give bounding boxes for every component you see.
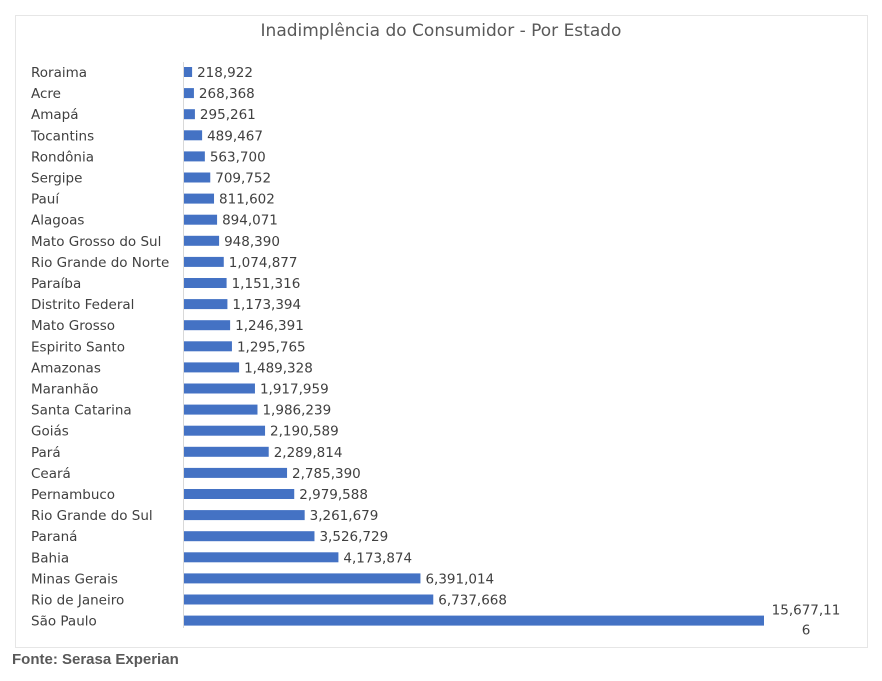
bar <box>184 425 266 436</box>
category-label: Rio Grande do Sul <box>31 508 153 524</box>
value-label: 1,489,328 <box>244 360 313 376</box>
bar <box>184 362 240 373</box>
bar <box>184 404 258 415</box>
value-label: 6,391,014 <box>425 571 494 587</box>
bar <box>184 172 211 183</box>
value-labels: 218,922 268,368 295,261 489,467 563,700 709,7… <box>197 65 840 639</box>
category-label: Rondônia <box>31 149 94 165</box>
value-label: 489,467 <box>207 128 263 144</box>
value-label: 709,752 <box>215 171 271 187</box>
category-label: Minas Gerais <box>31 571 118 587</box>
value-label: 6,737,668 <box>438 593 507 609</box>
category-label: Roraima <box>31 65 87 81</box>
value-label: 1,151,316 <box>232 276 301 292</box>
chart-frame <box>15 15 868 648</box>
value-label: 1,246,391 <box>235 318 304 334</box>
category-label: Maranhão <box>31 382 98 398</box>
value-label: 811,602 <box>219 192 275 208</box>
bar <box>184 594 434 605</box>
bar <box>184 151 205 162</box>
category-label: Mato Grosso do Sul <box>31 234 161 250</box>
bar <box>184 446 269 457</box>
bar <box>184 510 305 521</box>
bar <box>184 109 195 120</box>
category-labels: Roraima Acre Amapá Tocantins Rondônia Sergipe… <box>30 65 169 630</box>
category-label: Santa Catarina <box>31 403 132 419</box>
category-label: Espirito Santo <box>31 339 125 355</box>
value-label: 1,986,239 <box>262 403 331 419</box>
bar <box>184 489 295 499</box>
value-label: 2,289,814 <box>274 445 343 461</box>
bar <box>184 615 764 626</box>
bar-chart: Inadimplência do Consumidor - Por Estado… <box>30 21 840 639</box>
category-label: Distrito Federal <box>31 297 134 313</box>
category-label: Amazonas <box>31 360 101 376</box>
category-label: Paraíba <box>31 276 81 292</box>
value-label: 15,677,11 6 <box>772 603 841 639</box>
bar <box>184 320 231 331</box>
category-label: Rio de Janeiro <box>31 593 124 609</box>
bar <box>184 341 232 352</box>
category-label: Pauí <box>31 192 60 208</box>
value-label: 268,368 <box>199 86 255 102</box>
category-label: Bahia <box>31 550 69 566</box>
bar <box>184 235 220 246</box>
bar <box>184 88 194 99</box>
chart-title: Inadimplência do Consumidor - Por Estado <box>261 21 622 41</box>
bar <box>184 383 255 394</box>
bar <box>184 256 224 267</box>
bar <box>184 467 288 478</box>
category-label: Amapá <box>31 107 79 123</box>
source-note: Fonte: Serasa Experian <box>12 651 179 668</box>
value-label: 295,261 <box>200 107 256 123</box>
bar <box>184 573 421 584</box>
value-label: 1,917,959 <box>260 382 329 398</box>
bar <box>184 193 215 204</box>
bar <box>184 531 315 542</box>
category-label: Ceará <box>31 466 71 482</box>
value-label: 948,390 <box>224 234 280 250</box>
value-label: 2,979,588 <box>299 487 368 503</box>
value-label: 3,526,729 <box>319 529 388 545</box>
category-label: Acre <box>31 86 61 102</box>
category-label: Paraná <box>31 529 77 545</box>
category-label: Pará <box>31 445 61 461</box>
value-label: 3,261,679 <box>310 508 379 524</box>
value-label: 2,785,390 <box>292 466 361 482</box>
category-label: Pernambuco <box>31 487 115 503</box>
bar <box>184 278 227 288</box>
value-label: 894,071 <box>222 213 278 229</box>
category-label: Goiás <box>31 424 69 440</box>
category-label: São Paulo <box>31 614 97 630</box>
category-label: Sergipe <box>31 171 82 187</box>
bar <box>184 130 203 141</box>
value-label: 1,074,877 <box>229 255 298 271</box>
bar <box>184 67 193 77</box>
value-label: 563,700 <box>210 149 266 165</box>
category-label: Mato Grosso <box>31 318 115 334</box>
category-label: Rio Grande do Norte <box>31 255 169 271</box>
value-label: 4,173,874 <box>343 550 412 566</box>
value-label: 1,295,765 <box>237 339 306 355</box>
value-label: 2,190,589 <box>270 424 339 440</box>
bar <box>184 552 339 563</box>
bar <box>184 214 218 225</box>
bar <box>184 299 228 310</box>
value-label: 218,922 <box>197 65 253 81</box>
bars <box>184 67 764 626</box>
category-label: Alagoas <box>31 213 84 229</box>
category-label: Tocantins <box>30 128 94 144</box>
value-label: 1,173,394 <box>232 297 301 313</box>
